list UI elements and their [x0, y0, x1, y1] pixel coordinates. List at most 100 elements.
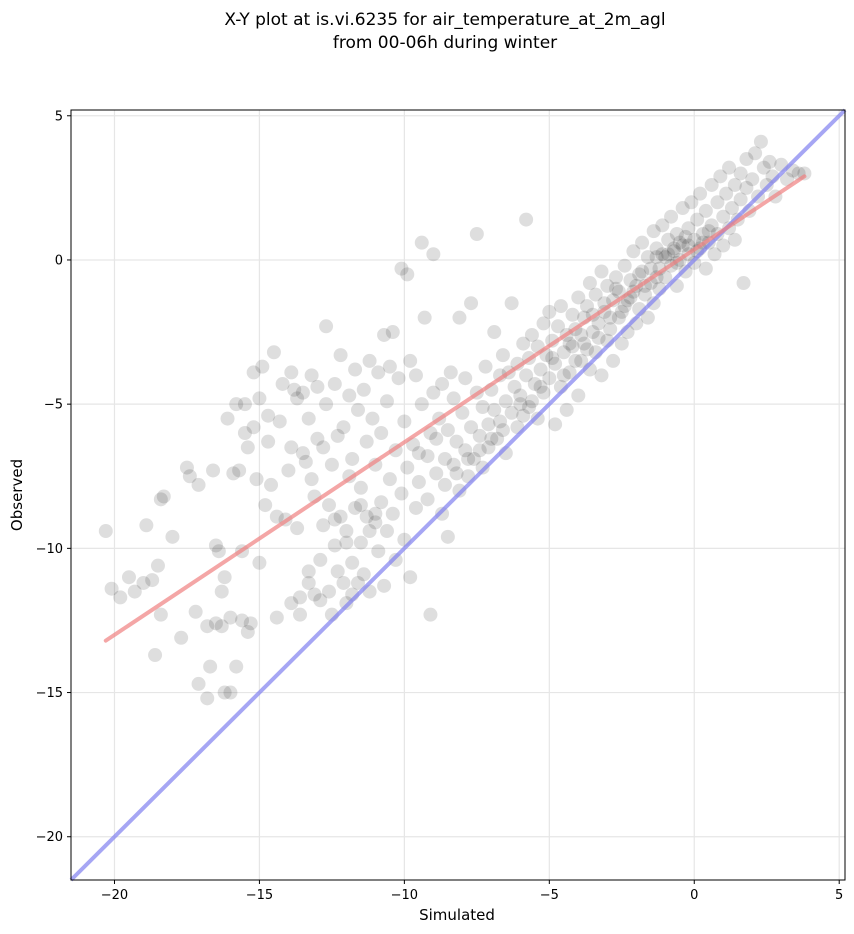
- data-point: [339, 524, 354, 539]
- data-point: [695, 227, 710, 242]
- data-point: [420, 449, 435, 464]
- data-point: [353, 498, 368, 513]
- data-point: [669, 227, 684, 242]
- data-point: [179, 460, 194, 475]
- data-point: [437, 477, 452, 492]
- data-point: [646, 224, 661, 239]
- regression-fit-line: [103, 174, 807, 643]
- data-point: [313, 593, 328, 608]
- data-point: [440, 423, 455, 438]
- data-point: [594, 368, 609, 383]
- x-tick-label: −15: [246, 888, 273, 903]
- data-point: [330, 428, 345, 443]
- data-point: [165, 529, 180, 544]
- data-point: [588, 287, 603, 302]
- data-point: [377, 578, 392, 593]
- data-point: [420, 492, 435, 507]
- data-point: [385, 325, 400, 340]
- data-point: [533, 379, 548, 394]
- data-point: [591, 316, 606, 331]
- data-point: [724, 201, 739, 216]
- data-point: [516, 336, 531, 351]
- data-point: [522, 400, 537, 415]
- data-point: [145, 573, 160, 588]
- data-point: [562, 365, 577, 380]
- data-point: [411, 475, 426, 490]
- data-point: [727, 232, 742, 247]
- data-point: [295, 446, 310, 461]
- data-point: [466, 451, 481, 466]
- data-point: [574, 353, 589, 368]
- x-tick-label: −20: [101, 888, 128, 903]
- data-point: [232, 463, 247, 478]
- data-point: [220, 411, 235, 426]
- data-point: [690, 212, 705, 227]
- data-point: [301, 575, 316, 590]
- data-point: [472, 443, 487, 458]
- data-point: [527, 376, 542, 391]
- data-point: [475, 460, 490, 475]
- data-point: [626, 244, 641, 259]
- data-point: [272, 414, 287, 429]
- data-point: [339, 596, 354, 611]
- data-point: [237, 397, 252, 412]
- x-axis-label: Simulated: [419, 906, 495, 924]
- y-tick-label: 0: [55, 253, 63, 268]
- data-point: [658, 270, 673, 285]
- data-point: [350, 402, 365, 417]
- data-point: [580, 342, 594, 357]
- data-point: [350, 575, 365, 590]
- data-point: [206, 463, 221, 478]
- data-point: [614, 336, 629, 351]
- data-point: [290, 521, 305, 536]
- data-point: [446, 391, 461, 406]
- data-point: [623, 273, 638, 288]
- data-point: [403, 353, 418, 368]
- data-point: [614, 304, 629, 319]
- data-point: [524, 327, 539, 342]
- data-point: [345, 555, 360, 570]
- data-point: [553, 299, 568, 314]
- data-point: [211, 544, 226, 559]
- data-point: [530, 411, 545, 426]
- data-point: [716, 238, 731, 253]
- data-point: [243, 616, 258, 631]
- reference-lines: [69, 108, 847, 882]
- data-point: [379, 524, 394, 539]
- data-point: [519, 368, 534, 383]
- data-point: [246, 420, 261, 435]
- data-point: [490, 431, 505, 446]
- data-point: [655, 218, 670, 233]
- data-point: [429, 466, 444, 481]
- data-point: [153, 607, 168, 622]
- data-point: [226, 466, 241, 481]
- data-point: [487, 325, 502, 340]
- data-point: [701, 224, 716, 239]
- data-point: [322, 584, 336, 599]
- data-point: [713, 169, 728, 184]
- data-point: [333, 348, 348, 363]
- data-point: [426, 247, 441, 262]
- data-point: [362, 353, 377, 368]
- data-point: [556, 368, 571, 383]
- data-point: [293, 607, 308, 622]
- data-point: [368, 506, 383, 521]
- data-point: [649, 250, 664, 265]
- data-point: [559, 402, 574, 417]
- data-point: [556, 345, 571, 360]
- data-point: [356, 382, 371, 397]
- data-point: [617, 258, 632, 273]
- data-point: [269, 509, 284, 524]
- data-point: [632, 267, 647, 282]
- data-point: [687, 232, 702, 247]
- data-point: [313, 552, 328, 567]
- data-point: [536, 316, 551, 331]
- data-point: [208, 538, 223, 553]
- chart-title-line-1: X-Y plot at is.vi.6235 for air_temperatu…: [224, 10, 665, 30]
- data-point: [762, 154, 777, 169]
- data-point: [603, 322, 618, 337]
- data-point: [139, 518, 154, 533]
- data-point: [698, 261, 713, 276]
- data-point: [698, 203, 713, 218]
- data-point: [739, 180, 754, 195]
